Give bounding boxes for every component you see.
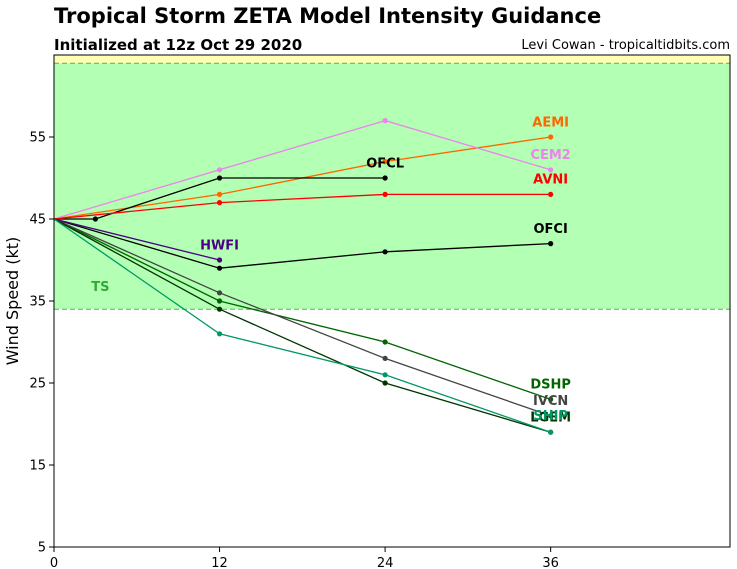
band-ts — [54, 63, 730, 310]
data-point-ofci-3 — [548, 241, 554, 247]
series-cem2 — [53, 118, 554, 220]
data-point-cem2-1 — [216, 167, 223, 173]
series-hwfi — [53, 218, 223, 263]
series-ofcl — [54, 175, 388, 222]
x-tick-label-24: 24 — [377, 556, 394, 569]
chart-title: Tropical Storm ZETA Model Intensity Guid… — [54, 4, 602, 28]
data-point-ivcn-3 — [548, 413, 554, 419]
data-point-avni-1 — [216, 200, 223, 206]
data-point-ship-2 — [382, 372, 388, 378]
data-point-ofci-2 — [382, 249, 388, 255]
series-line-hwfi — [53, 218, 220, 261]
series-ship — [53, 218, 554, 435]
series-label-ivcn: IVCN — [533, 394, 568, 409]
data-point-aemi-3 — [548, 134, 554, 140]
x-tick-label-12: 12 — [211, 556, 228, 569]
data-point-dshp-1 — [216, 298, 223, 304]
data-point-lgem-1 — [216, 306, 223, 312]
series-label-cem2: CEM2 — [530, 148, 570, 163]
series-label-lgem: LGEM — [530, 411, 571, 426]
data-point-dshp-2 — [382, 339, 388, 345]
series-label-avni: AVNI — [533, 173, 568, 188]
y-axis: 5 15 25 35 45 55 — [29, 131, 54, 556]
data-point-hwfi-1 — [216, 257, 223, 263]
data-point-aemi-2 — [382, 159, 388, 165]
data-point-cem2-2 — [382, 118, 388, 124]
series-line-ship — [53, 218, 551, 433]
chart-credit: Levi Cowan - tropicaltidbits.com — [521, 38, 730, 53]
data-point-cem2-3 — [548, 167, 554, 173]
y-tick-label-25: 25 — [29, 377, 46, 392]
x-tick-label-36: 36 — [542, 556, 559, 569]
data-point-ofci-1 — [216, 265, 223, 271]
y-tick-label-45: 45 — [29, 213, 46, 228]
series-line-cem2 — [53, 119, 551, 220]
x-axis: 0 12 24 36 — [50, 547, 559, 569]
data-point-dshp-3 — [548, 396, 554, 402]
series-label-aemi: AEMI — [532, 115, 569, 130]
chart-subtitle: Initialized at 12z Oct 29 2020 — [54, 36, 303, 54]
series-label-ofci: OFCI — [533, 222, 567, 237]
data-point-ship-1 — [216, 331, 223, 337]
series-label-ship: SHIP — [533, 409, 568, 424]
band-1 — [54, 55, 730, 64]
data-point-ofcl-1 — [92, 216, 98, 222]
series-line-ivcn — [53, 218, 551, 417]
series-line-ofcl — [54, 177, 386, 220]
y-axis-title: Wind Speed (kt) — [3, 237, 22, 366]
data-point-ofcl-2 — [216, 175, 223, 181]
series-label-ofcl: OFCL — [366, 156, 404, 171]
intensity-bands: TS — [54, 55, 730, 310]
y-tick-label-15: 15 — [29, 459, 46, 474]
series-ivcn — [53, 218, 554, 419]
data-point-ivcn-1 — [216, 290, 223, 296]
data-point-ivcn-2 — [382, 355, 388, 361]
series-label-hwfi: HWFI — [200, 238, 239, 253]
x-tick-label-0: 0 — [50, 556, 58, 569]
series-ofci — [53, 218, 554, 271]
series-avni — [53, 191, 554, 220]
data-point-lgem-2 — [382, 380, 388, 386]
band-label-ts: TS — [91, 280, 109, 295]
series-line-avni — [53, 193, 551, 220]
series-line-dshp — [53, 218, 551, 401]
y-tick-label-35: 35 — [29, 295, 46, 310]
data-point-ofcl-3 — [382, 175, 388, 181]
series-label-dshp: DSHP — [530, 378, 571, 393]
y-tick-label-55: 55 — [29, 131, 46, 146]
data-point-avni-3 — [548, 191, 554, 197]
series-group — [53, 118, 554, 435]
series-line-ofci — [53, 218, 551, 269]
data-point-ship-3 — [548, 429, 554, 435]
y-tick-label-5: 5 — [38, 541, 46, 556]
series-line-lgem — [53, 218, 551, 433]
data-point-avni-2 — [382, 191, 388, 197]
data-point-aemi-1 — [216, 191, 223, 197]
series-dshp — [53, 218, 554, 402]
